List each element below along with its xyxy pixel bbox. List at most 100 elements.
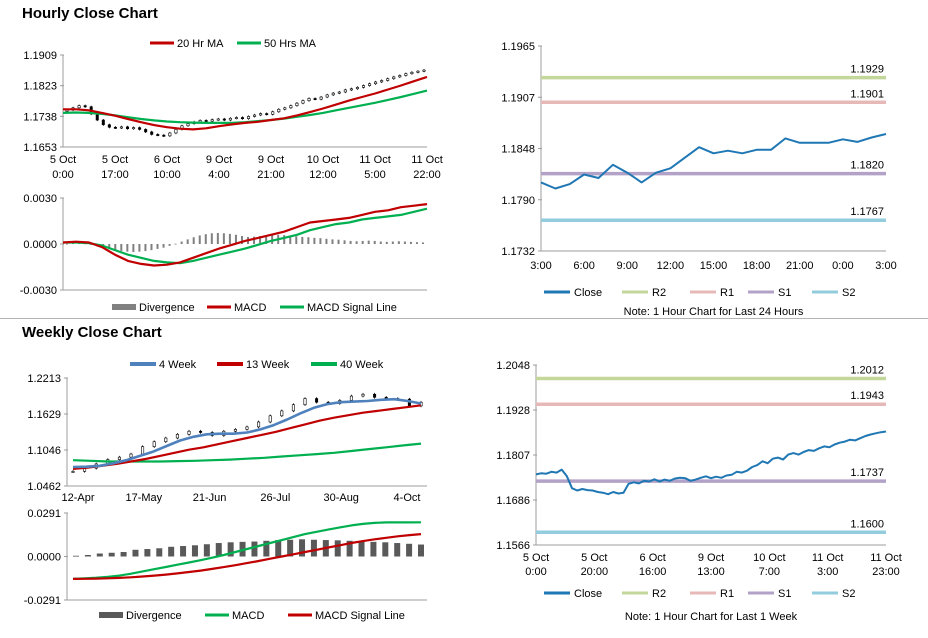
weekly-macd-signal-line xyxy=(72,533,422,580)
weekly-price-xtick: 26-Jul xyxy=(260,492,290,504)
weekly-candle-body xyxy=(361,393,365,397)
weekly-levels-xtick: 0:00 xyxy=(525,566,546,578)
weekly-divergence-bar xyxy=(144,549,151,557)
weekly-divergence-bar xyxy=(251,541,258,557)
hourly-levels-r2-label: 1.1929 xyxy=(850,64,884,76)
weekly-levels-legend-s2-swatch xyxy=(812,591,838,595)
weekly-levels-legend-s1-swatch xyxy=(748,591,774,595)
weekly-macd-ytick: 0.0291 xyxy=(27,508,61,520)
hourly-divergence-bar xyxy=(198,235,201,244)
hourly-divergence-bar xyxy=(337,239,340,244)
hourly-price-ytick: 1.1653 xyxy=(23,142,57,154)
legend-macd-swatch xyxy=(207,305,231,309)
legend-20hr-ma-swatch xyxy=(150,41,174,45)
weekly-candle-body xyxy=(199,430,203,433)
hourly-levels-ytick: 1.1848 xyxy=(501,144,535,156)
weekly-price-ytick: 1.2213 xyxy=(27,373,61,385)
weekly-legend-divergence-label: Divergence xyxy=(126,610,182,622)
weekly-levels-legend-r2-label: R2 xyxy=(652,588,666,600)
hourly-price-xtick: 11 Oct xyxy=(411,154,443,166)
hourly-divergence-bar xyxy=(132,244,135,252)
weekly-levels-s1-label: 1.1737 xyxy=(850,467,884,479)
hourly-candle-body xyxy=(349,88,353,91)
hourly-divergence-bar xyxy=(240,236,243,244)
hourly-divergence-bar xyxy=(216,232,219,244)
hourly-candle-body xyxy=(168,132,172,137)
hourly-candle-body xyxy=(228,117,232,121)
hourly-divergence-bar xyxy=(391,241,394,244)
hourly-candle-body xyxy=(126,126,130,129)
hourly-levels-xtick: 18:00 xyxy=(743,260,771,272)
weekly-divergence-bar xyxy=(203,544,210,557)
weekly-divergence-bar xyxy=(191,545,198,557)
hourly-divergence-bar xyxy=(415,242,418,244)
hourly-divergence-bar xyxy=(72,243,75,245)
weekly-levels-ytick: 1.1928 xyxy=(496,405,530,417)
hourly-candle-body xyxy=(240,117,244,120)
hourly-divergence-bar xyxy=(228,233,231,244)
hourly-candle-body xyxy=(410,71,414,74)
hourly-divergence-bar xyxy=(234,234,237,244)
hourly-candle-body xyxy=(331,92,335,96)
hourly-ma50-line xyxy=(62,89,428,125)
weekly-candle-body xyxy=(268,415,272,423)
hourly-candle-body xyxy=(313,98,317,100)
weekly-divergence-bar xyxy=(120,552,127,557)
hourly-macd-signal-line xyxy=(63,207,428,265)
hourly-candle-body xyxy=(422,69,426,72)
hourly-levels-ytick: 1.1790 xyxy=(501,195,535,207)
hourly-price-xtick: 12:00 xyxy=(309,169,337,181)
weekly-13wk-line xyxy=(72,404,422,470)
hourly-price-xtick: 0:00 xyxy=(52,169,73,181)
hourly-candle-body xyxy=(174,129,178,134)
hourly-price-ytick: 1.1909 xyxy=(23,50,57,62)
hourly-price-xtick: 10:00 xyxy=(153,169,181,181)
hourly-divergence-bar xyxy=(307,237,310,244)
legend-40-week-swatch xyxy=(311,362,337,366)
hourly-candle-body xyxy=(83,105,87,108)
weekly-levels-legend-s1-label: S1 xyxy=(778,588,791,600)
hourly-levels-close-line xyxy=(540,133,887,190)
weekly-candle-body xyxy=(233,429,237,432)
hourly-divergence-bar xyxy=(355,241,358,244)
weekly-legend-macd-swatch xyxy=(205,613,229,617)
hourly-divergence-bar xyxy=(409,241,412,244)
hourly-levels-legend-s2-swatch xyxy=(812,290,838,294)
hourly-divergence-bar xyxy=(253,236,256,244)
weekly-levels-xtick: 5 Oct xyxy=(523,552,549,564)
hourly-candle-body xyxy=(216,118,220,121)
hourly-candle-body xyxy=(416,70,420,73)
weekly-candle-body xyxy=(315,398,319,403)
weekly-4wk-line xyxy=(72,397,422,469)
hourly-price-xtick: 10 Oct xyxy=(307,154,339,166)
weekly-price-ytick: 1.1046 xyxy=(27,445,61,457)
hourly-divergence-bar xyxy=(150,244,153,251)
hourly-divergence-bar xyxy=(126,244,129,252)
hourly-levels-xtick: 3:00 xyxy=(875,260,896,272)
hourly-section-title: Hourly Close Chart xyxy=(22,5,158,22)
weekly-candle-body xyxy=(175,434,179,439)
hourly-levels-xtick: 15:00 xyxy=(700,260,728,272)
hourly-candle-body xyxy=(295,102,299,106)
weekly-candle-body xyxy=(187,430,191,435)
hourly-levels-s1-label: 1.1820 xyxy=(850,160,884,172)
hourly-candle-body xyxy=(119,126,123,129)
legend-divergence-swatch xyxy=(112,304,136,310)
hourly-candle-body xyxy=(107,124,111,128)
hourly-candle-body xyxy=(150,131,154,135)
hourly-levels-ytick: 1.1965 xyxy=(501,41,535,53)
hourly-divergence-bar xyxy=(114,244,117,251)
weekly-divergence-bar xyxy=(275,540,282,557)
hourly-ma20-line xyxy=(63,75,428,131)
weekly-levels-ytick: 1.1807 xyxy=(496,450,530,462)
hourly-divergence-bar xyxy=(325,238,328,244)
weekly-divergence-bar xyxy=(394,543,401,557)
weekly-legend-macd-label: MACD xyxy=(232,610,264,622)
hourly-price-xtick: 5 Oct xyxy=(50,154,76,166)
hourly-candle-body xyxy=(392,76,396,80)
weekly-levels-xtick: 10 Oct xyxy=(753,552,785,564)
hourly-candle-body xyxy=(380,80,384,83)
hourly-candle-body xyxy=(361,85,365,88)
hourly-levels-legend-r2-label: R2 xyxy=(652,287,666,299)
